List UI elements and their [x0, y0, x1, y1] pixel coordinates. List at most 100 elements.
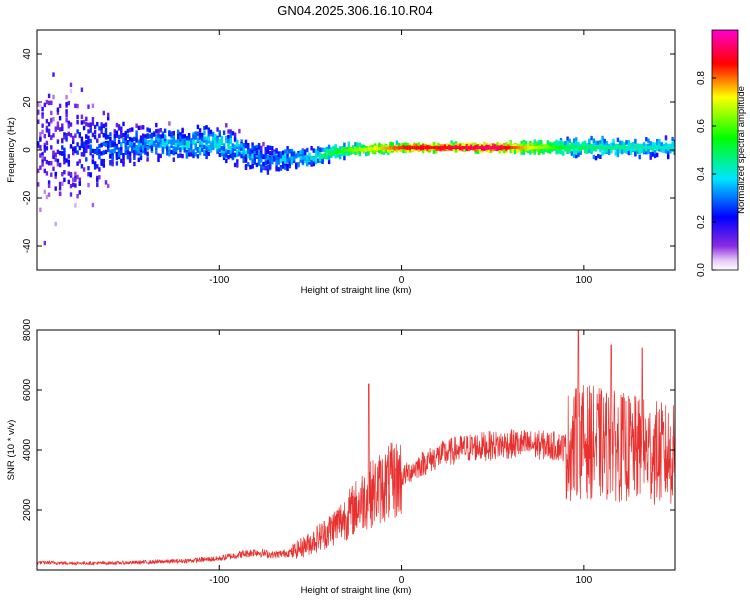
heatmap-cell [170, 149, 173, 155]
heatmap-cell [52, 166, 55, 171]
heatmap-cell [562, 141, 565, 146]
heatmap-cell [244, 157, 248, 162]
heatmap-cell [599, 146, 602, 150]
heatmap-cell [222, 130, 226, 135]
heatmap-cell [408, 146, 412, 150]
heatmap-cell [255, 147, 259, 153]
heatmap-cell [242, 158, 245, 163]
heatmap-cell [572, 138, 576, 143]
heatmap-cell [579, 147, 582, 152]
heatmap-cell [229, 138, 232, 143]
heatmap-cell [80, 136, 84, 141]
heatmap-cell [264, 166, 267, 171]
heatmap-cell [249, 164, 252, 170]
heatmap-cell [288, 161, 291, 166]
heatmap-cell [242, 143, 245, 148]
heatmap-cell [314, 158, 318, 163]
heatmap-cell [56, 149, 60, 154]
heatmap-cell [323, 147, 326, 153]
heatmap-cell [115, 161, 119, 166]
heatmap-cell [214, 134, 217, 139]
heatmap-cell [113, 133, 116, 139]
heatmap-cell [330, 151, 333, 155]
heatmap-cell [247, 149, 250, 155]
heatmap-cell [531, 149, 534, 154]
heatmap-cell [43, 145, 46, 150]
heatmap-cell [290, 148, 294, 154]
heatmap-cell [74, 146, 77, 151]
heatmap-cell [179, 147, 182, 152]
heatmap-cell [336, 153, 340, 158]
y-tick-label: 0 [22, 147, 33, 153]
heatmap-cell [187, 142, 191, 148]
heatmap-cell [133, 155, 136, 160]
x-tick-label: 100 [576, 275, 593, 286]
heatmap-cell [599, 143, 602, 148]
heatmap-cell [268, 150, 272, 156]
heatmap-cells [37, 72, 675, 246]
heatmap-cell [201, 132, 204, 138]
heatmap-cell [546, 146, 550, 150]
heatmap-cell [362, 144, 366, 150]
heatmap-cell [205, 146, 208, 151]
heatmap-cell [65, 133, 68, 138]
heatmap-cell [575, 153, 578, 159]
heatmap-cell [72, 182, 75, 187]
heatmap-cell [168, 121, 171, 126]
heatmap-cell [150, 139, 154, 144]
heatmap-cell [255, 144, 259, 150]
heatmap-cell [546, 140, 550, 145]
heatmap-cell [124, 142, 127, 147]
heatmap-cell [524, 140, 528, 146]
heatmap-cell [572, 147, 576, 153]
heatmap-cell [358, 142, 361, 147]
heatmap-cell [82, 119, 86, 125]
heatmap-cell [58, 181, 62, 187]
heatmap-cell [187, 147, 191, 152]
heatmap-cell [218, 147, 221, 152]
heatmap-cell [144, 150, 147, 155]
heatmap-x-label: Height of straight line (km) [301, 285, 412, 296]
heatmap-cell [203, 130, 206, 136]
heatmap-cell [299, 150, 302, 155]
heatmap-cell [47, 132, 51, 137]
heatmap-cell [651, 147, 655, 152]
heatmap-cell [104, 133, 108, 139]
heatmap-cell [548, 141, 552, 147]
heatmap-cell [389, 147, 392, 152]
heatmap-cell [548, 148, 552, 153]
heatmap-cell [45, 146, 49, 151]
heatmap-cell [616, 146, 620, 150]
heatmap-cell [566, 148, 569, 153]
heatmap-cell [400, 146, 403, 150]
heatmap-cell [52, 72, 55, 77]
heatmap-cell [50, 145, 53, 150]
heatmap-cell [190, 147, 193, 153]
heatmap-cell [667, 148, 670, 154]
heatmap-cell [133, 142, 136, 147]
heatmap-cell [205, 150, 208, 155]
heatmap-cell [667, 146, 670, 150]
heatmap-cell [183, 148, 186, 153]
heatmap-cell [100, 126, 103, 131]
heatmap-cell [187, 134, 191, 139]
heatmap-cell [303, 156, 307, 161]
heatmap-cell [102, 150, 105, 155]
heatmap-cell [437, 142, 440, 148]
heatmap-cell [599, 154, 602, 159]
heatmap-cell [310, 146, 313, 151]
heatmap-cell [159, 143, 162, 148]
heatmap-cell [139, 135, 143, 140]
heatmap-cell [553, 146, 556, 150]
heatmap-cell [117, 134, 121, 140]
heatmap-cell [520, 146, 523, 150]
heatmap-cell [314, 154, 318, 160]
heatmap-cell [69, 88, 73, 94]
heatmap-cell [58, 191, 62, 197]
y-tick-label: -20 [22, 190, 33, 205]
heatmap-cell [625, 149, 628, 154]
heatmap-cell [225, 138, 228, 144]
heatmap-cell [343, 155, 346, 161]
heatmap-cell [218, 143, 221, 149]
heatmap-cell [634, 151, 637, 156]
